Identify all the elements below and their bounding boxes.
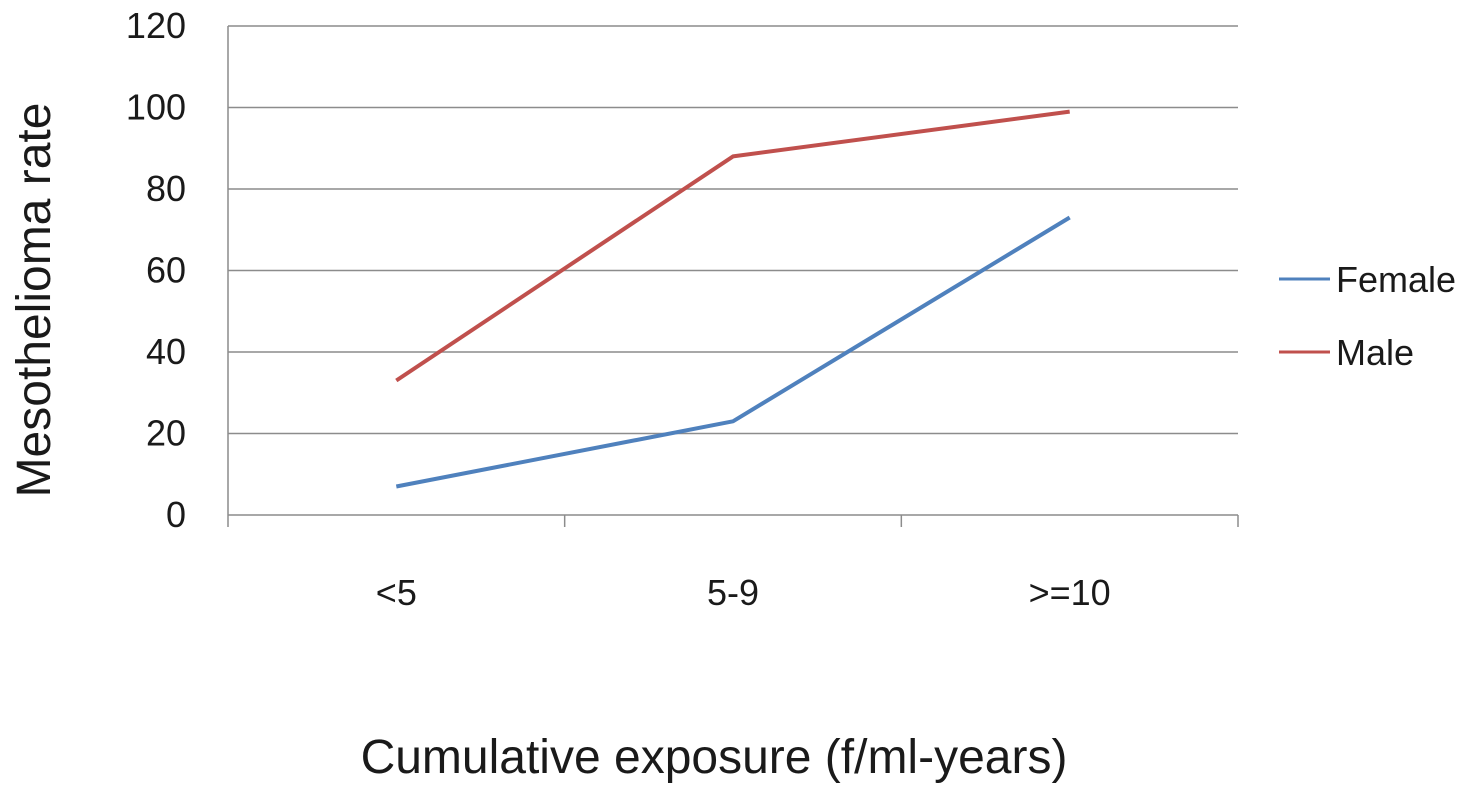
series-line-female [395,215,1071,489]
gridlines [228,25,1238,435]
y-axis-title: Mesothelioma rate [8,103,61,498]
tick-labels: 0 20 40 60 80 100 120 <5 5-9 >=10 [126,5,1111,613]
x-tick-label: 5-9 [707,572,759,613]
y-tick-label: 80 [146,168,186,209]
series-lines [395,109,1071,489]
legend-label-male: Male [1336,332,1414,373]
y-tick-label: 60 [146,250,186,291]
axes [227,26,1239,527]
y-tick-label: 120 [126,5,186,46]
y-tick-label: 20 [146,413,186,454]
x-tick-label: >=10 [1029,572,1111,613]
legend-label-female: Female [1336,259,1456,300]
x-axis-title: Cumulative exposure (f/ml-years) [361,731,1068,784]
y-tick-label: 0 [166,494,186,535]
series-line-male [395,109,1070,383]
legend: Female Male [1279,259,1456,373]
y-tick-label: 40 [146,331,186,372]
y-tick-label: 100 [126,87,186,128]
x-tick-label: <5 [376,572,417,613]
